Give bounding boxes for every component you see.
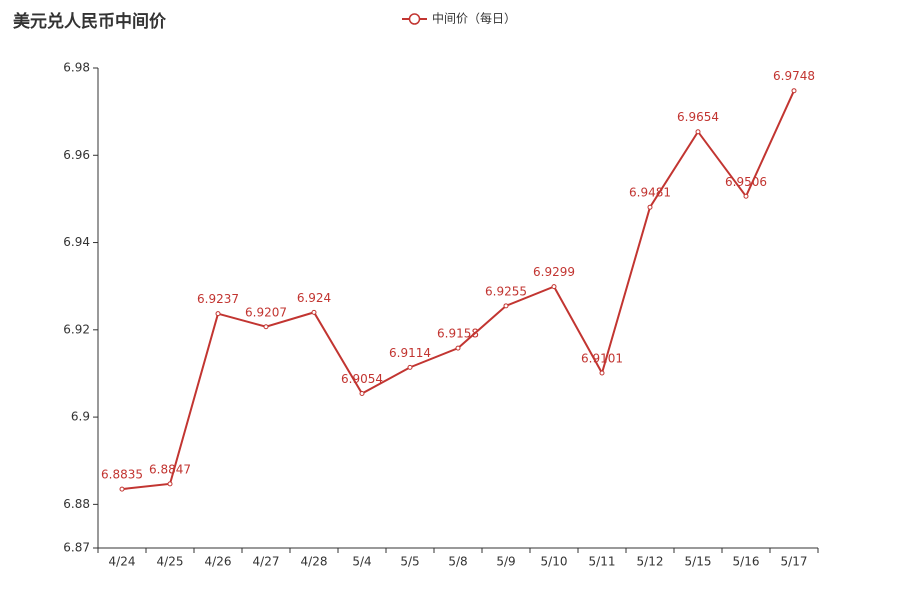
legend-marker (408, 13, 421, 25)
y-tick-label: 6.92 (63, 322, 90, 336)
point (455, 345, 461, 351)
point (743, 193, 749, 199)
x-tick-label: 5/17 (781, 555, 808, 569)
point (119, 486, 125, 492)
data-label: 6.8835 (101, 468, 143, 482)
x-tick-label: 4/26 (205, 555, 232, 569)
x-tick-label: 4/28 (301, 555, 328, 569)
data-label: 6.9481 (629, 186, 671, 200)
x-tick-label: 5/16 (733, 555, 760, 569)
point (503, 303, 509, 309)
x-tick-label: 5/4 (352, 555, 371, 569)
data-label: 6.9299 (533, 265, 575, 279)
point (167, 481, 173, 487)
data-label: 6.9114 (389, 346, 431, 360)
y-tick-label: 6.96 (63, 148, 90, 162)
y-tick-label: 6.9 (71, 410, 90, 424)
data-label: 6.9748 (773, 69, 815, 83)
point (311, 309, 317, 315)
x-tick-label: 4/25 (157, 555, 184, 569)
chart-title: 美元兑人民币中间价 (13, 11, 167, 32)
data-label: 6.9158 (437, 327, 479, 341)
point (215, 311, 221, 317)
x-tick-label: 5/8 (448, 555, 467, 569)
point (359, 391, 365, 397)
series-line (121, 90, 795, 491)
x-tick-label: 5/15 (685, 555, 712, 569)
data-label: 6.9506 (725, 175, 767, 189)
y-tick-label: 6.88 (63, 497, 90, 511)
data-label: 6.9255 (485, 284, 527, 298)
point (647, 204, 653, 210)
y-tick-label: 6.98 (63, 61, 90, 75)
data-label: 6.9654 (677, 110, 719, 124)
x-tick-label: 5/10 (541, 555, 568, 569)
data-label: 6.924 (297, 291, 331, 305)
x-tick-label: 4/24 (109, 555, 136, 569)
x-tick-label: 4/27 (253, 555, 280, 569)
x-tick-label: 5/5 (400, 555, 419, 569)
x-tick-label: 5/12 (637, 555, 664, 569)
point (407, 364, 413, 370)
point (791, 88, 797, 94)
point (551, 284, 557, 290)
data-label: 6.9101 (581, 352, 623, 366)
point (263, 324, 269, 330)
data-label: 6.9207 (245, 305, 287, 319)
data-label: 6.8847 (149, 462, 191, 476)
x-tick-label: 5/9 (496, 555, 515, 569)
point (695, 129, 701, 135)
x-tick-label: 5/11 (589, 555, 616, 569)
data-label: 6.9237 (197, 292, 239, 306)
y-tick-label: 6.87 (63, 541, 90, 555)
legend-label: 中间价（每日） (432, 11, 516, 26)
point (599, 370, 605, 376)
y-tick-label: 6.94 (63, 235, 90, 249)
data-label: 6.9054 (341, 372, 383, 386)
